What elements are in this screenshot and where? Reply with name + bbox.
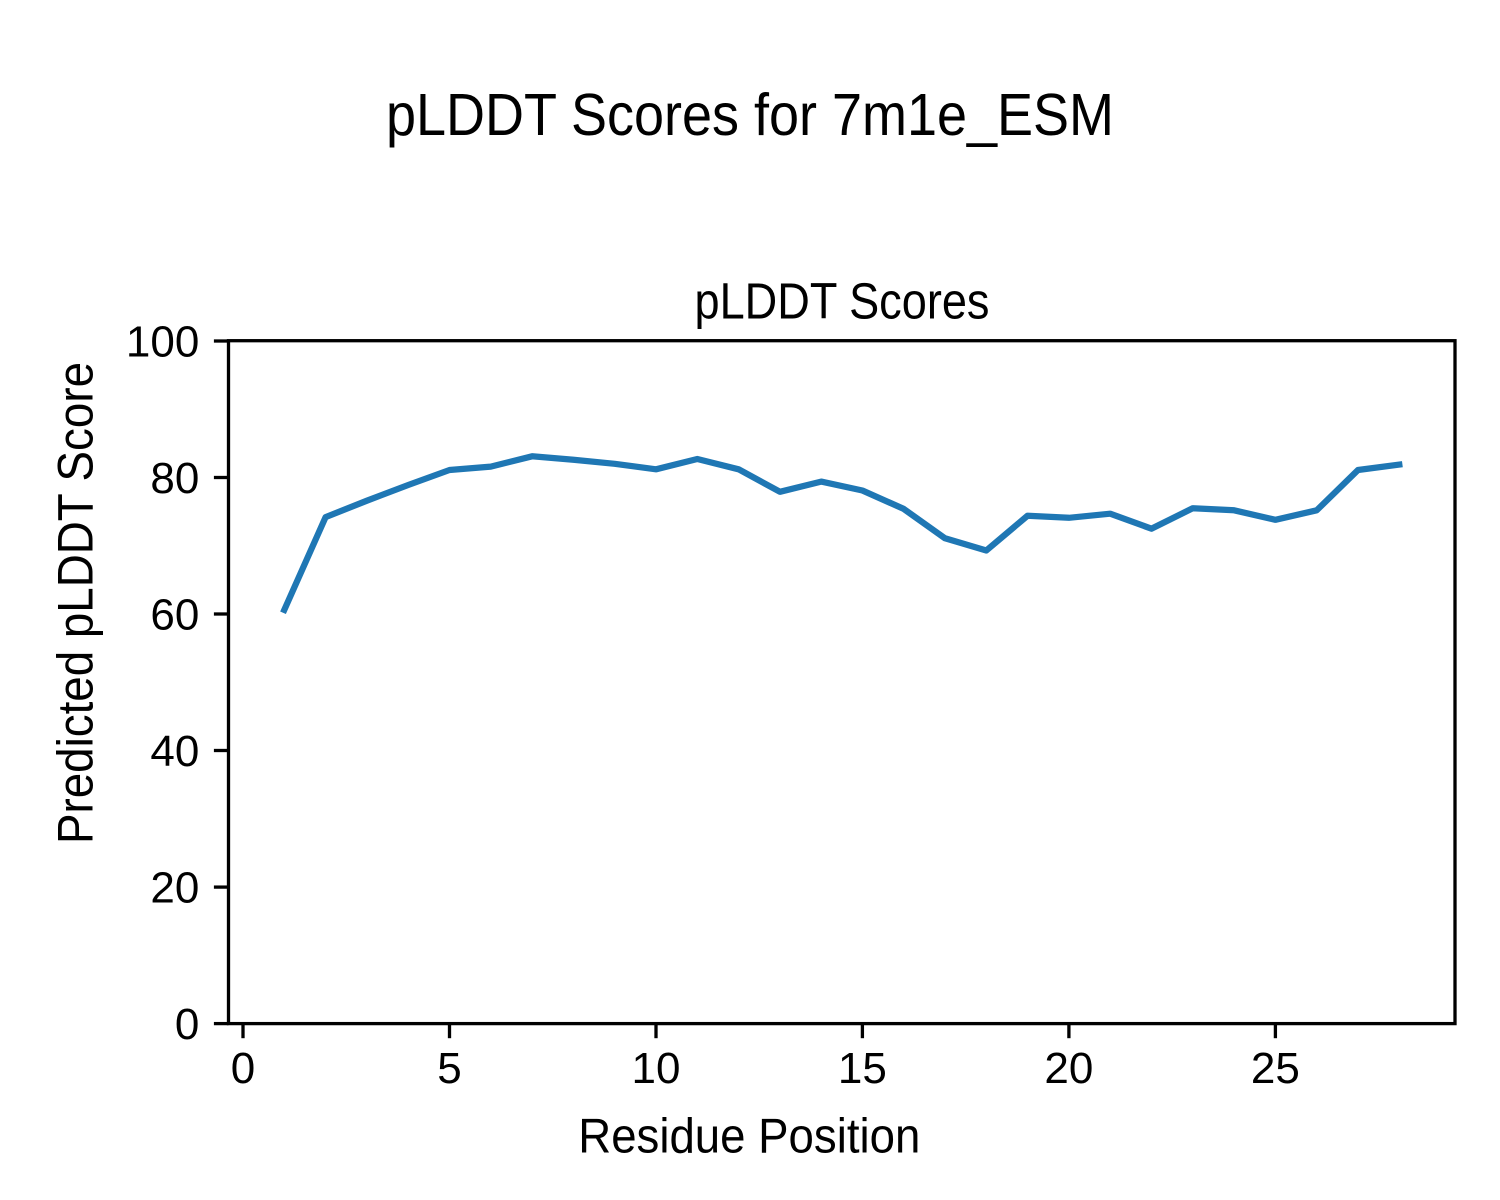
svg-text:40: 40 [150,727,199,776]
svg-text:pLDDT Scores for 7m1e_ESM: pLDDT Scores for 7m1e_ESM [386,82,1114,148]
svg-text:15: 15 [838,1044,887,1093]
svg-text:10: 10 [632,1044,681,1093]
svg-text:pLDDT Scores: pLDDT Scores [695,272,990,329]
svg-text:100: 100 [126,317,199,366]
svg-text:0: 0 [175,1000,199,1049]
svg-text:80: 80 [150,454,199,503]
svg-text:25: 25 [1251,1044,1300,1093]
svg-text:Residue Position: Residue Position [578,1110,920,1164]
svg-text:0: 0 [231,1044,255,1093]
svg-text:20: 20 [150,864,199,913]
svg-text:Predicted pLDDT Score: Predicted pLDDT Score [48,362,104,844]
svg-text:5: 5 [437,1044,461,1093]
svg-text:20: 20 [1044,1044,1093,1093]
svg-text:60: 60 [150,590,199,639]
